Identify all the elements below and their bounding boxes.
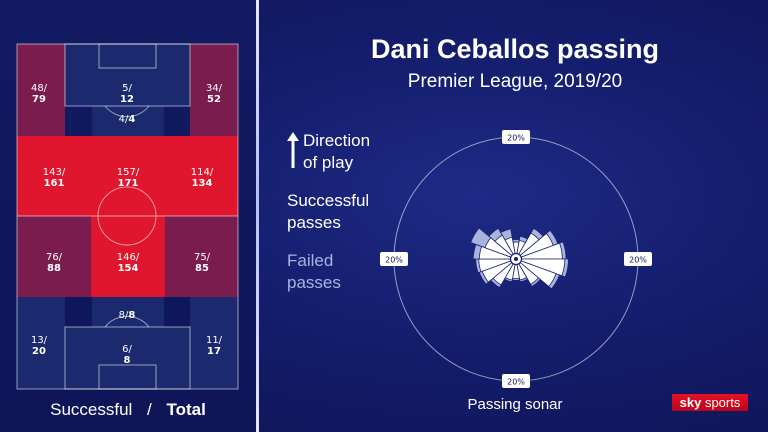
top-six-yard-box	[98, 43, 157, 69]
failed-line-2: passes	[287, 273, 341, 292]
zone-label-upper-mid-left: 143/161	[43, 167, 66, 189]
successful-passes-legend: Successful passes	[287, 190, 397, 234]
zone-label-bottom-box: 6/8	[122, 344, 132, 366]
zone-lower-mid-left	[17, 216, 91, 297]
zone-top-right	[190, 44, 238, 136]
zone-label-top-centre-front: 4/4	[119, 114, 136, 125]
centre-circle	[97, 186, 157, 246]
zone-top-centre-front	[92, 106, 164, 136]
zone-label-bottom-right: 11/17	[206, 335, 223, 357]
chart-title: Dani Ceballos passing	[370, 34, 660, 64]
zone-bottom-right	[190, 297, 238, 389]
caption-total: Total	[166, 400, 206, 419]
scale-label-right: 20%	[629, 256, 647, 265]
zone-upper-mid-right	[165, 136, 238, 216]
sonar-successful-wedge-120	[515, 258, 557, 288]
zone-label-upper-mid-right: 114/134	[191, 167, 214, 189]
zone-bottom-box	[65, 327, 190, 389]
successful-line-2: passes	[287, 213, 341, 232]
zone-lower-mid-right	[165, 216, 238, 297]
caption-separator: /	[147, 400, 152, 419]
top-penalty-arc	[104, 105, 150, 118]
zone-bottom-left	[17, 297, 65, 389]
scale-label-right-box: 20%	[624, 252, 652, 266]
caption-successful: Successful	[50, 400, 133, 419]
bottom-six-yard-box	[98, 364, 157, 390]
zone-label-lower-mid-centre: 146/154	[117, 252, 140, 274]
scale-label-bottom-box: 20%	[502, 374, 530, 388]
scale-label-left: 20%	[385, 256, 403, 265]
zone-label-top-left: 48/79	[31, 83, 48, 105]
zone-label-bottom-left: 13/20	[31, 335, 48, 357]
scale-label-top-box: 20%	[502, 130, 530, 144]
zone-label-lower-mid-left: 76/88	[46, 252, 63, 274]
sonar-successful-wedge-140	[515, 258, 539, 285]
scale-label-top: 20%	[507, 134, 525, 143]
bottom-penalty-arc	[104, 315, 150, 328]
sonar-centre-dot	[514, 257, 518, 261]
failed-line-1: Failed	[287, 251, 334, 270]
up-arrow-icon	[287, 132, 299, 168]
zone-top-left	[17, 44, 65, 136]
sky-sports-logo: sky sports	[672, 394, 748, 411]
zone-label-top-box: 5/12	[120, 83, 134, 105]
zone-label-bottom-centre-front: 8/8	[119, 310, 136, 321]
sonar-successful-wedge-320	[494, 234, 517, 260]
chart-subtitle: Premier League, 2019/20	[407, 71, 623, 92]
zone-label-upper-mid-centre: 157/171	[117, 167, 140, 189]
zone-upper-mid-left	[17, 136, 91, 216]
zone-top-box	[65, 44, 190, 106]
legend-caption: Successful / Total	[0, 400, 256, 420]
direction-line-2: of play	[303, 153, 354, 172]
successful-line-1: Successful	[287, 191, 370, 210]
zone-label-top-right: 34/52	[206, 83, 223, 105]
zone-label-lower-mid-right: 75/85	[194, 252, 211, 274]
direction-line-1: Direction	[303, 131, 371, 150]
scale-label-bottom: 20%	[507, 378, 525, 387]
sonar-successful-wedge-260	[478, 258, 517, 273]
passing-sonar: 20% 20% 20% 20%	[380, 130, 652, 388]
sonar-successful-wedge-300	[484, 237, 517, 260]
pitch-heatmap: 48/79 5/12 34/52 4/4 143/161 157/171 114/134 76…	[16, 43, 239, 390]
sonar-caption: Passing sonar	[467, 396, 563, 413]
zone-bottom-centre-front	[92, 297, 164, 327]
panel-divider	[256, 0, 259, 432]
scale-label-left-box: 20%	[380, 252, 408, 266]
failed-passes-legend: Failed passes	[287, 250, 397, 294]
